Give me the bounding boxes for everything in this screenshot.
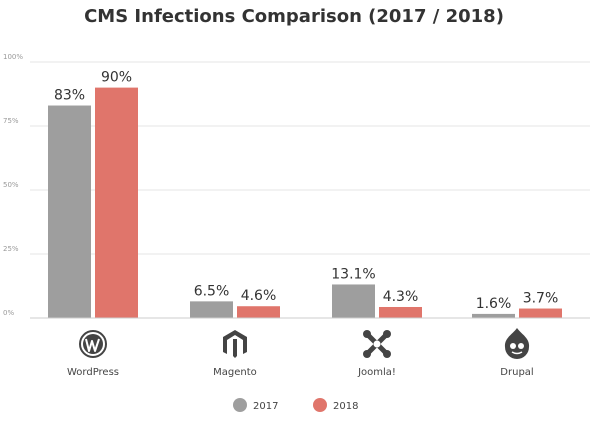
- data-labels: 83% 90% 6.5% 4.6% 13.1% 4.3% 1.6% 3.7%: [54, 70, 558, 312]
- drupal-icon: [504, 328, 530, 359]
- data-label: 4.6%: [241, 288, 277, 304]
- bar-2017-joomla: [332, 284, 375, 318]
- bar-2018-drupal: [519, 308, 562, 318]
- bar-2018-joomla: [379, 306, 422, 318]
- category-label: Magento: [213, 367, 257, 378]
- y-tick-label: 50%: [3, 181, 19, 189]
- magento-icon: [223, 330, 247, 358]
- legend-swatch: [313, 398, 327, 412]
- data-label: 90%: [101, 70, 132, 86]
- bar-2018-wordpress: [95, 87, 138, 318]
- data-label: 6.5%: [194, 283, 230, 299]
- legend: 2017 2018: [233, 398, 358, 412]
- data-label: 3.7%: [523, 291, 559, 307]
- y-tick-label: 0%: [3, 309, 14, 317]
- chart-title: CMS Infections Comparison (2017 / 2018): [84, 6, 504, 27]
- bar-2017-drupal: [472, 313, 515, 318]
- legend-label: 2018: [333, 401, 358, 412]
- legend-label: 2017: [253, 401, 278, 412]
- data-label: 83%: [54, 88, 85, 104]
- y-tick-label: 100%: [3, 53, 23, 61]
- wordpress-icon: [79, 330, 107, 358]
- legend-swatch: [233, 398, 247, 412]
- legend-item-2018: 2018: [313, 398, 358, 412]
- y-tick-label: 25%: [3, 245, 19, 253]
- joomla-icon: [363, 330, 391, 358]
- category-label: WordPress: [67, 367, 119, 378]
- y-axis-ticks: 0% 25% 50% 75% 100%: [3, 53, 23, 317]
- bar-2017-magento: [190, 301, 233, 318]
- data-label: 4.3%: [383, 289, 419, 305]
- category-label: Joomla!: [357, 367, 396, 378]
- data-label: 1.6%: [476, 296, 512, 312]
- category-label: Drupal: [500, 367, 533, 378]
- legend-item-2017: 2017: [233, 398, 278, 412]
- bar-2017-wordpress: [48, 105, 91, 319]
- bars: [48, 87, 562, 319]
- category-icons: [79, 328, 530, 359]
- category-labels: WordPress Magento Joomla! Drupal: [67, 367, 534, 378]
- y-tick-label: 75%: [3, 117, 19, 125]
- data-label: 13.1%: [331, 266, 375, 282]
- bar-2018-magento: [237, 306, 280, 318]
